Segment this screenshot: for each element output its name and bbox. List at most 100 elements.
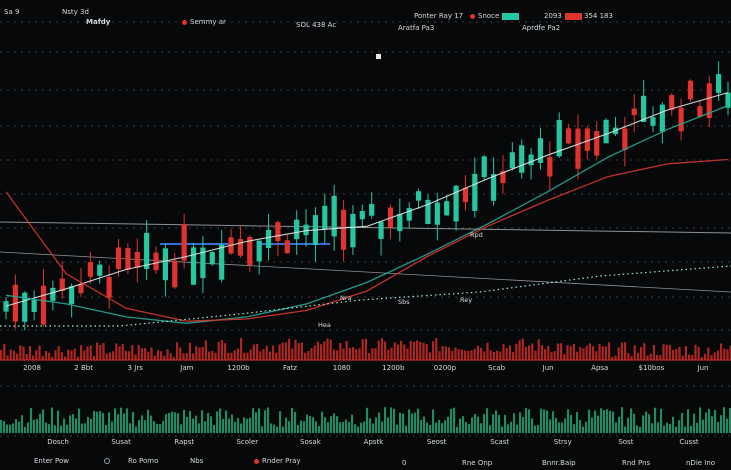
volume-bar-red [464,350,467,360]
header-item-0: Sa 9 [4,8,20,16]
volume-bar-green [399,412,402,433]
volume-tick-label: Scoler [236,438,258,446]
volume-bar-green [192,418,195,433]
volume-bar-green [531,418,534,433]
candle-body [87,262,93,277]
candle-body [462,187,469,203]
volume-bar-red [361,339,364,360]
x-tick-label: Jun [697,364,709,372]
candle-body [247,236,253,265]
candle-body [153,252,159,271]
volume-bar-red [579,347,582,360]
volume-bar-green [585,421,588,433]
candle-body [622,128,628,150]
volume-bar-green [42,409,45,433]
volume-bar-red [102,343,105,360]
volume-bar-green [183,409,186,433]
volume-bar-green [573,424,576,433]
volume-bar-green [105,425,108,433]
volume-bar-green [720,415,723,433]
x-tick-label: 2 Bbt [74,364,93,372]
volume-bar-red [22,346,25,360]
volume-bar-red [54,350,57,360]
volume-bar-red [246,352,249,360]
volume-bar-red [3,344,6,360]
volume-bar-red [704,353,707,360]
volume-bar-green [564,418,567,433]
candle-body [631,108,637,116]
volume-bar-green [705,412,708,433]
volume-histogram [0,407,731,433]
volume-bar-green [102,413,105,433]
header-item-10: 354 183 [584,12,613,20]
candle-body [3,301,9,312]
volume-bar-green [234,421,237,433]
volume-bar-red [44,351,47,360]
volume-bar-red [435,338,438,360]
volume-bar-green [120,407,123,433]
volume-bar-red [412,341,415,360]
volume-bar-red [425,344,428,360]
volume-bar-green [726,418,729,433]
volume-bar-red [569,346,572,360]
volume-bar-green [108,412,111,433]
volume-bar-red [502,344,505,360]
volume-bar-green [615,422,618,433]
volume-bar-green [276,426,279,433]
volume-bar-green [24,426,27,433]
volume-bar-red [528,345,531,360]
candle-body [537,138,544,163]
volume-bar-red [217,341,220,360]
volume-bar-green [690,426,693,433]
header-item-4: SOL 438 Ac [296,21,337,29]
candle-body [687,80,694,100]
volume-bar-red [393,342,396,360]
volume-bar-red [313,345,316,360]
volume-bar-red [636,352,639,360]
volume-bar-red [134,354,137,360]
volume-bar-green [219,408,222,433]
volume-bar-green [225,410,228,433]
volume-bar-green [18,421,21,433]
volume-tick-label: Sost [618,438,633,446]
volume-bar-green [447,416,450,433]
volume-bar-red [624,342,627,360]
volume-bar-green [621,407,624,433]
candle-body [425,199,431,224]
volume-bar-green [363,421,366,433]
volume-bar-green [405,425,408,433]
volume-bar-red [403,344,406,360]
candle-body [97,264,103,276]
volume-bar-green [132,411,135,433]
volume-bar-green [711,416,714,433]
volume-bar-green [435,422,438,433]
volume-bar-green [651,423,654,433]
header-item-6: Ponter Ray 17 [414,12,464,20]
volume-bar-red [188,342,191,360]
header-item-7: Snoce [470,12,520,20]
volume-bar-red [454,347,457,360]
volume-bar-green [681,413,684,433]
volume-bar-red [553,351,556,360]
volume-bar-green [57,410,60,433]
volume-bar-red [729,345,731,360]
candle-body [331,195,337,237]
inline-label: Rey [460,296,472,304]
volume-bar-red [252,344,255,360]
volume-bar-red [76,356,79,360]
volume-bar-red [595,351,598,360]
volume-bar-green [150,415,153,433]
volume-bar-red [630,356,633,360]
volume-bar-green [231,414,234,433]
volume-bar-red [656,354,659,360]
candle-body [190,247,197,285]
x-tick-label: Fatz [283,364,297,372]
volume-bar-green [168,412,171,433]
x-tick-label: $10bos [639,364,665,372]
volume-bar-green [117,414,120,433]
volume-bar-green [396,424,399,433]
candle-body [359,210,365,220]
volume-bar-red [662,344,665,360]
candle-body [237,238,244,256]
volume-bar-red [339,342,342,360]
